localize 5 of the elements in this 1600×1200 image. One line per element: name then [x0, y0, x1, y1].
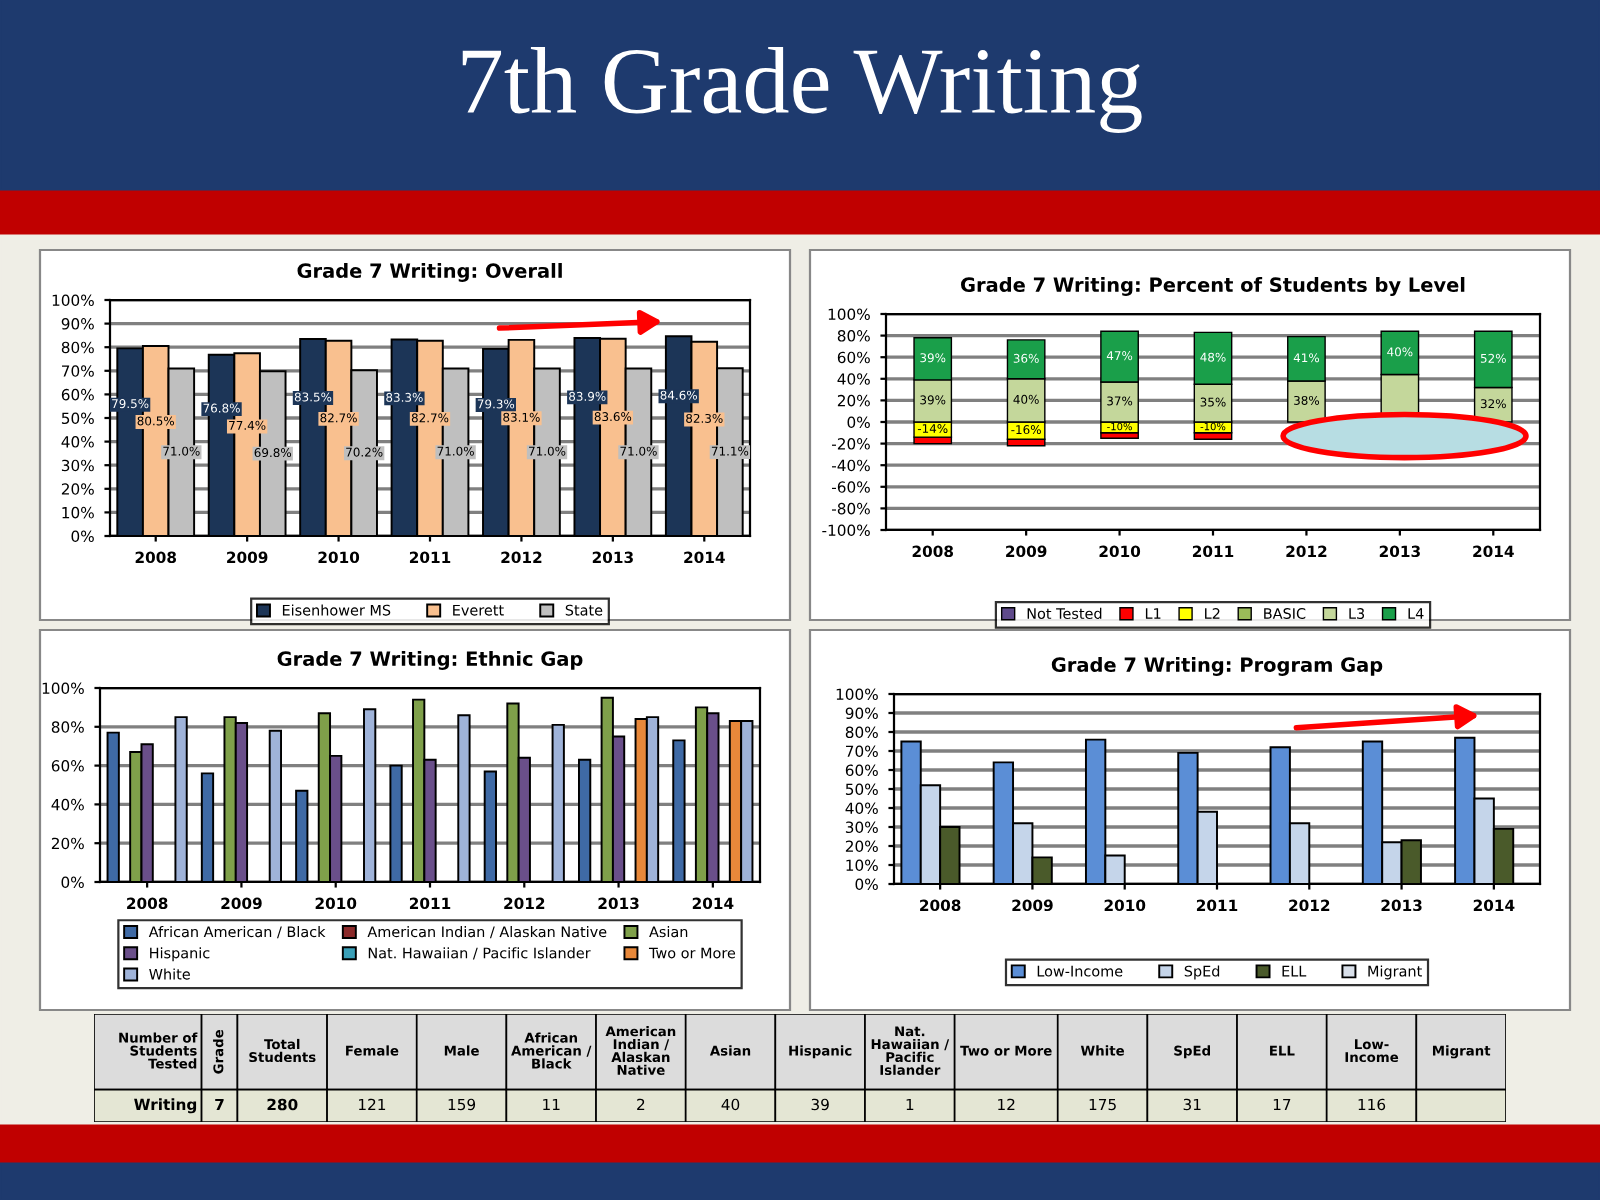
text: 7th Grade Writing [462, 47, 1142, 133]
chart-title: Grade 7 Writing: Program Gap [1051, 657, 1383, 676]
chart-title: Grade 7 Writing: Overall [297, 263, 562, 282]
chart-title: Grade 7 Writing: Percent of Students by Level [961, 277, 1465, 296]
chart-title: Grade 7 Writing: Ethnic Gap [277, 651, 583, 670]
